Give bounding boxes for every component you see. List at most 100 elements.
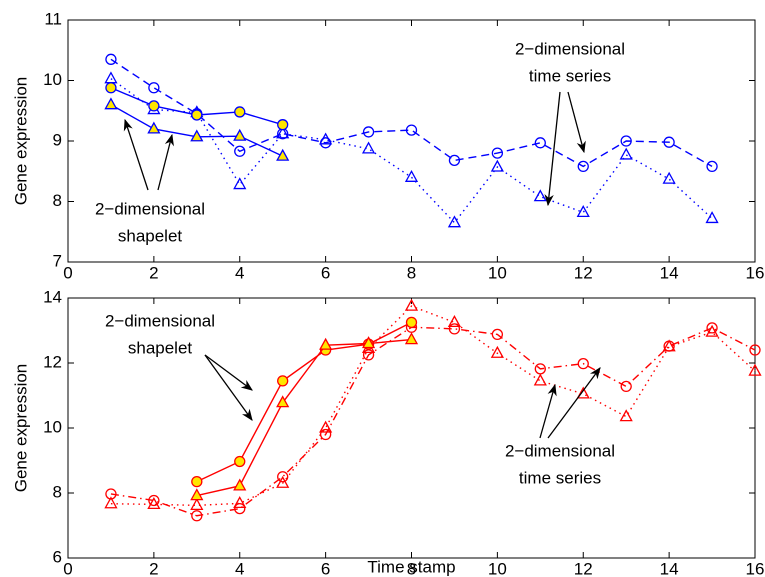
- x-tick-label: 14: [660, 263, 679, 282]
- annotation: shapelet: [128, 338, 193, 357]
- plot-frame: [67, 297, 756, 559]
- marker: [577, 160, 589, 173]
- marker: [234, 502, 246, 515]
- marker: [490, 159, 504, 172]
- marker: [448, 323, 461, 335]
- annotation: 2−dimensional: [105, 311, 215, 330]
- marker: [319, 428, 332, 441]
- marker: [620, 380, 632, 393]
- marker: [534, 137, 546, 149]
- y-axis-label: Gene expression: [11, 364, 30, 493]
- marker: [749, 344, 761, 356]
- marker: [233, 177, 247, 190]
- x-tick-label: 16: [746, 559, 765, 577]
- x-tick-label: 14: [660, 559, 679, 577]
- marker: [191, 510, 203, 522]
- marker: [277, 119, 289, 131]
- annotation-arrow: [544, 91, 561, 207]
- marker: [105, 53, 117, 65]
- marker: [404, 298, 419, 311]
- marker: [576, 386, 590, 399]
- series-line: [110, 78, 713, 224]
- marker: [663, 136, 675, 148]
- marker: [190, 488, 204, 501]
- marker: [147, 121, 161, 134]
- annotation-arrow: [547, 367, 601, 439]
- marker: [148, 100, 160, 112]
- x-tick-label: 6: [321, 263, 330, 282]
- y-tick-label: 7: [53, 251, 62, 270]
- marker: [620, 135, 632, 147]
- marker: [447, 215, 462, 228]
- marker: [190, 498, 204, 510]
- marker: [191, 475, 203, 488]
- marker: [319, 337, 333, 350]
- marker: [234, 106, 246, 118]
- marker: [277, 375, 289, 387]
- y-tick-label: 6: [53, 547, 62, 566]
- marker: [706, 160, 718, 173]
- y-tick-label: 9: [53, 130, 62, 149]
- marker: [148, 82, 160, 94]
- annotation-arrow: [567, 91, 586, 154]
- marker: [276, 475, 290, 488]
- marker: [147, 497, 161, 510]
- y-axis-label: Gene expression: [11, 77, 30, 206]
- marker: [405, 124, 418, 136]
- marker: [234, 145, 246, 157]
- series-line: [196, 338, 412, 497]
- annotation-arrow: [204, 354, 253, 391]
- annotation: time series: [529, 66, 611, 85]
- marker: [404, 169, 419, 182]
- x-tick-label: 0: [63, 559, 72, 577]
- annotation-arrow: [204, 354, 253, 421]
- y-tick-label: 10: [43, 70, 62, 89]
- marker: [533, 189, 547, 202]
- y-tick-label: 12: [43, 352, 62, 371]
- marker: [276, 395, 290, 408]
- x-tick-label: 4: [235, 559, 244, 577]
- marker: [191, 109, 203, 121]
- y-tick-label: 8: [53, 482, 62, 501]
- x-tick-label: 8: [407, 559, 416, 577]
- x-tick-label: 10: [488, 559, 507, 577]
- series-line: [110, 326, 756, 517]
- annotation: shapelet: [118, 226, 183, 245]
- y-tick-label: 11: [44, 9, 62, 28]
- annotation: 2−dimensional: [505, 441, 615, 460]
- marker: [490, 345, 504, 358]
- x-tick-label: 2: [149, 559, 158, 577]
- marker: [105, 82, 117, 94]
- y-tick-label: 10: [43, 417, 62, 436]
- y-tick-label: 14: [43, 287, 62, 306]
- marker: [190, 129, 204, 142]
- annotation: 2−dimensional: [95, 199, 205, 218]
- annotation-arrow: [157, 133, 174, 191]
- marker: [533, 373, 547, 386]
- plot-frame: [67, 19, 756, 263]
- marker: [619, 409, 633, 422]
- marker: [405, 316, 418, 329]
- marker: [319, 420, 333, 433]
- marker: [276, 148, 290, 161]
- x-tick-label: 6: [321, 559, 330, 577]
- marker: [362, 349, 375, 361]
- marker: [276, 126, 290, 139]
- series-line: [110, 58, 713, 168]
- x-tick-label: 8: [407, 263, 416, 282]
- marker: [706, 322, 718, 334]
- marker: [104, 496, 118, 509]
- marker: [233, 128, 247, 141]
- y-tick-label: 8: [53, 191, 62, 210]
- marker: [361, 336, 376, 349]
- x-tick-label: 12: [574, 559, 593, 577]
- marker: [404, 332, 419, 345]
- marker: [233, 478, 247, 491]
- marker: [491, 328, 504, 341]
- marker: [447, 315, 462, 328]
- marker: [748, 363, 762, 376]
- marker: [619, 147, 633, 160]
- marker: [277, 471, 289, 483]
- x-tick-label: 0: [63, 263, 72, 282]
